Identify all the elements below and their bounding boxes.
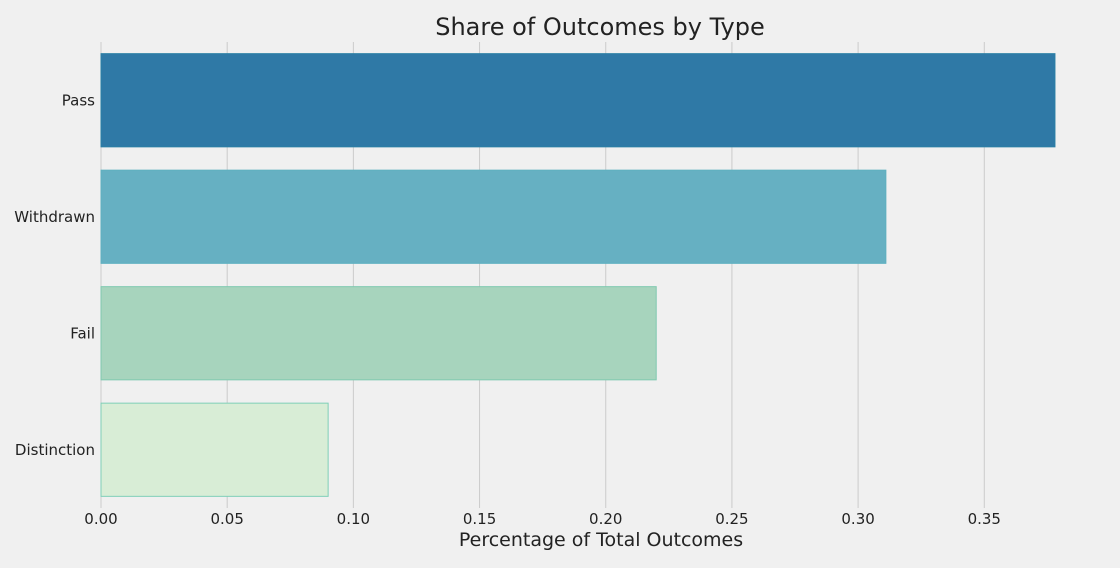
x-tick-label: 0.00 — [84, 510, 117, 528]
category-label-distinction: Distinction — [15, 441, 95, 459]
category-labels: Pass Withdrawn Fail Distinction — [14, 91, 95, 459]
x-tick-label: 0.05 — [210, 510, 243, 528]
chart-title: Share of Outcomes by Type — [435, 13, 765, 41]
bar-distinction — [100, 402, 329, 497]
x-tick-label: 0.20 — [589, 510, 622, 528]
category-label-pass: Pass — [62, 91, 95, 109]
bar-withdrawn — [100, 169, 887, 264]
bar-fail — [100, 286, 657, 381]
x-tick-label: 0.30 — [841, 510, 874, 528]
x-tick-labels: 0.00 0.05 0.10 0.15 0.20 0.25 0.30 0.35 — [84, 510, 1001, 528]
x-tick-label: 0.10 — [337, 510, 370, 528]
x-axis-label: Percentage of Total Outcomes — [459, 529, 743, 551]
x-tick-label: 0.25 — [715, 510, 748, 528]
category-label-withdrawn: Withdrawn — [14, 208, 95, 226]
bar-pass — [100, 53, 1056, 148]
x-tick-label: 0.35 — [968, 510, 1001, 528]
x-tick-label: 0.15 — [463, 510, 496, 528]
category-label-fail: Fail — [70, 324, 95, 342]
bars — [100, 53, 1056, 497]
